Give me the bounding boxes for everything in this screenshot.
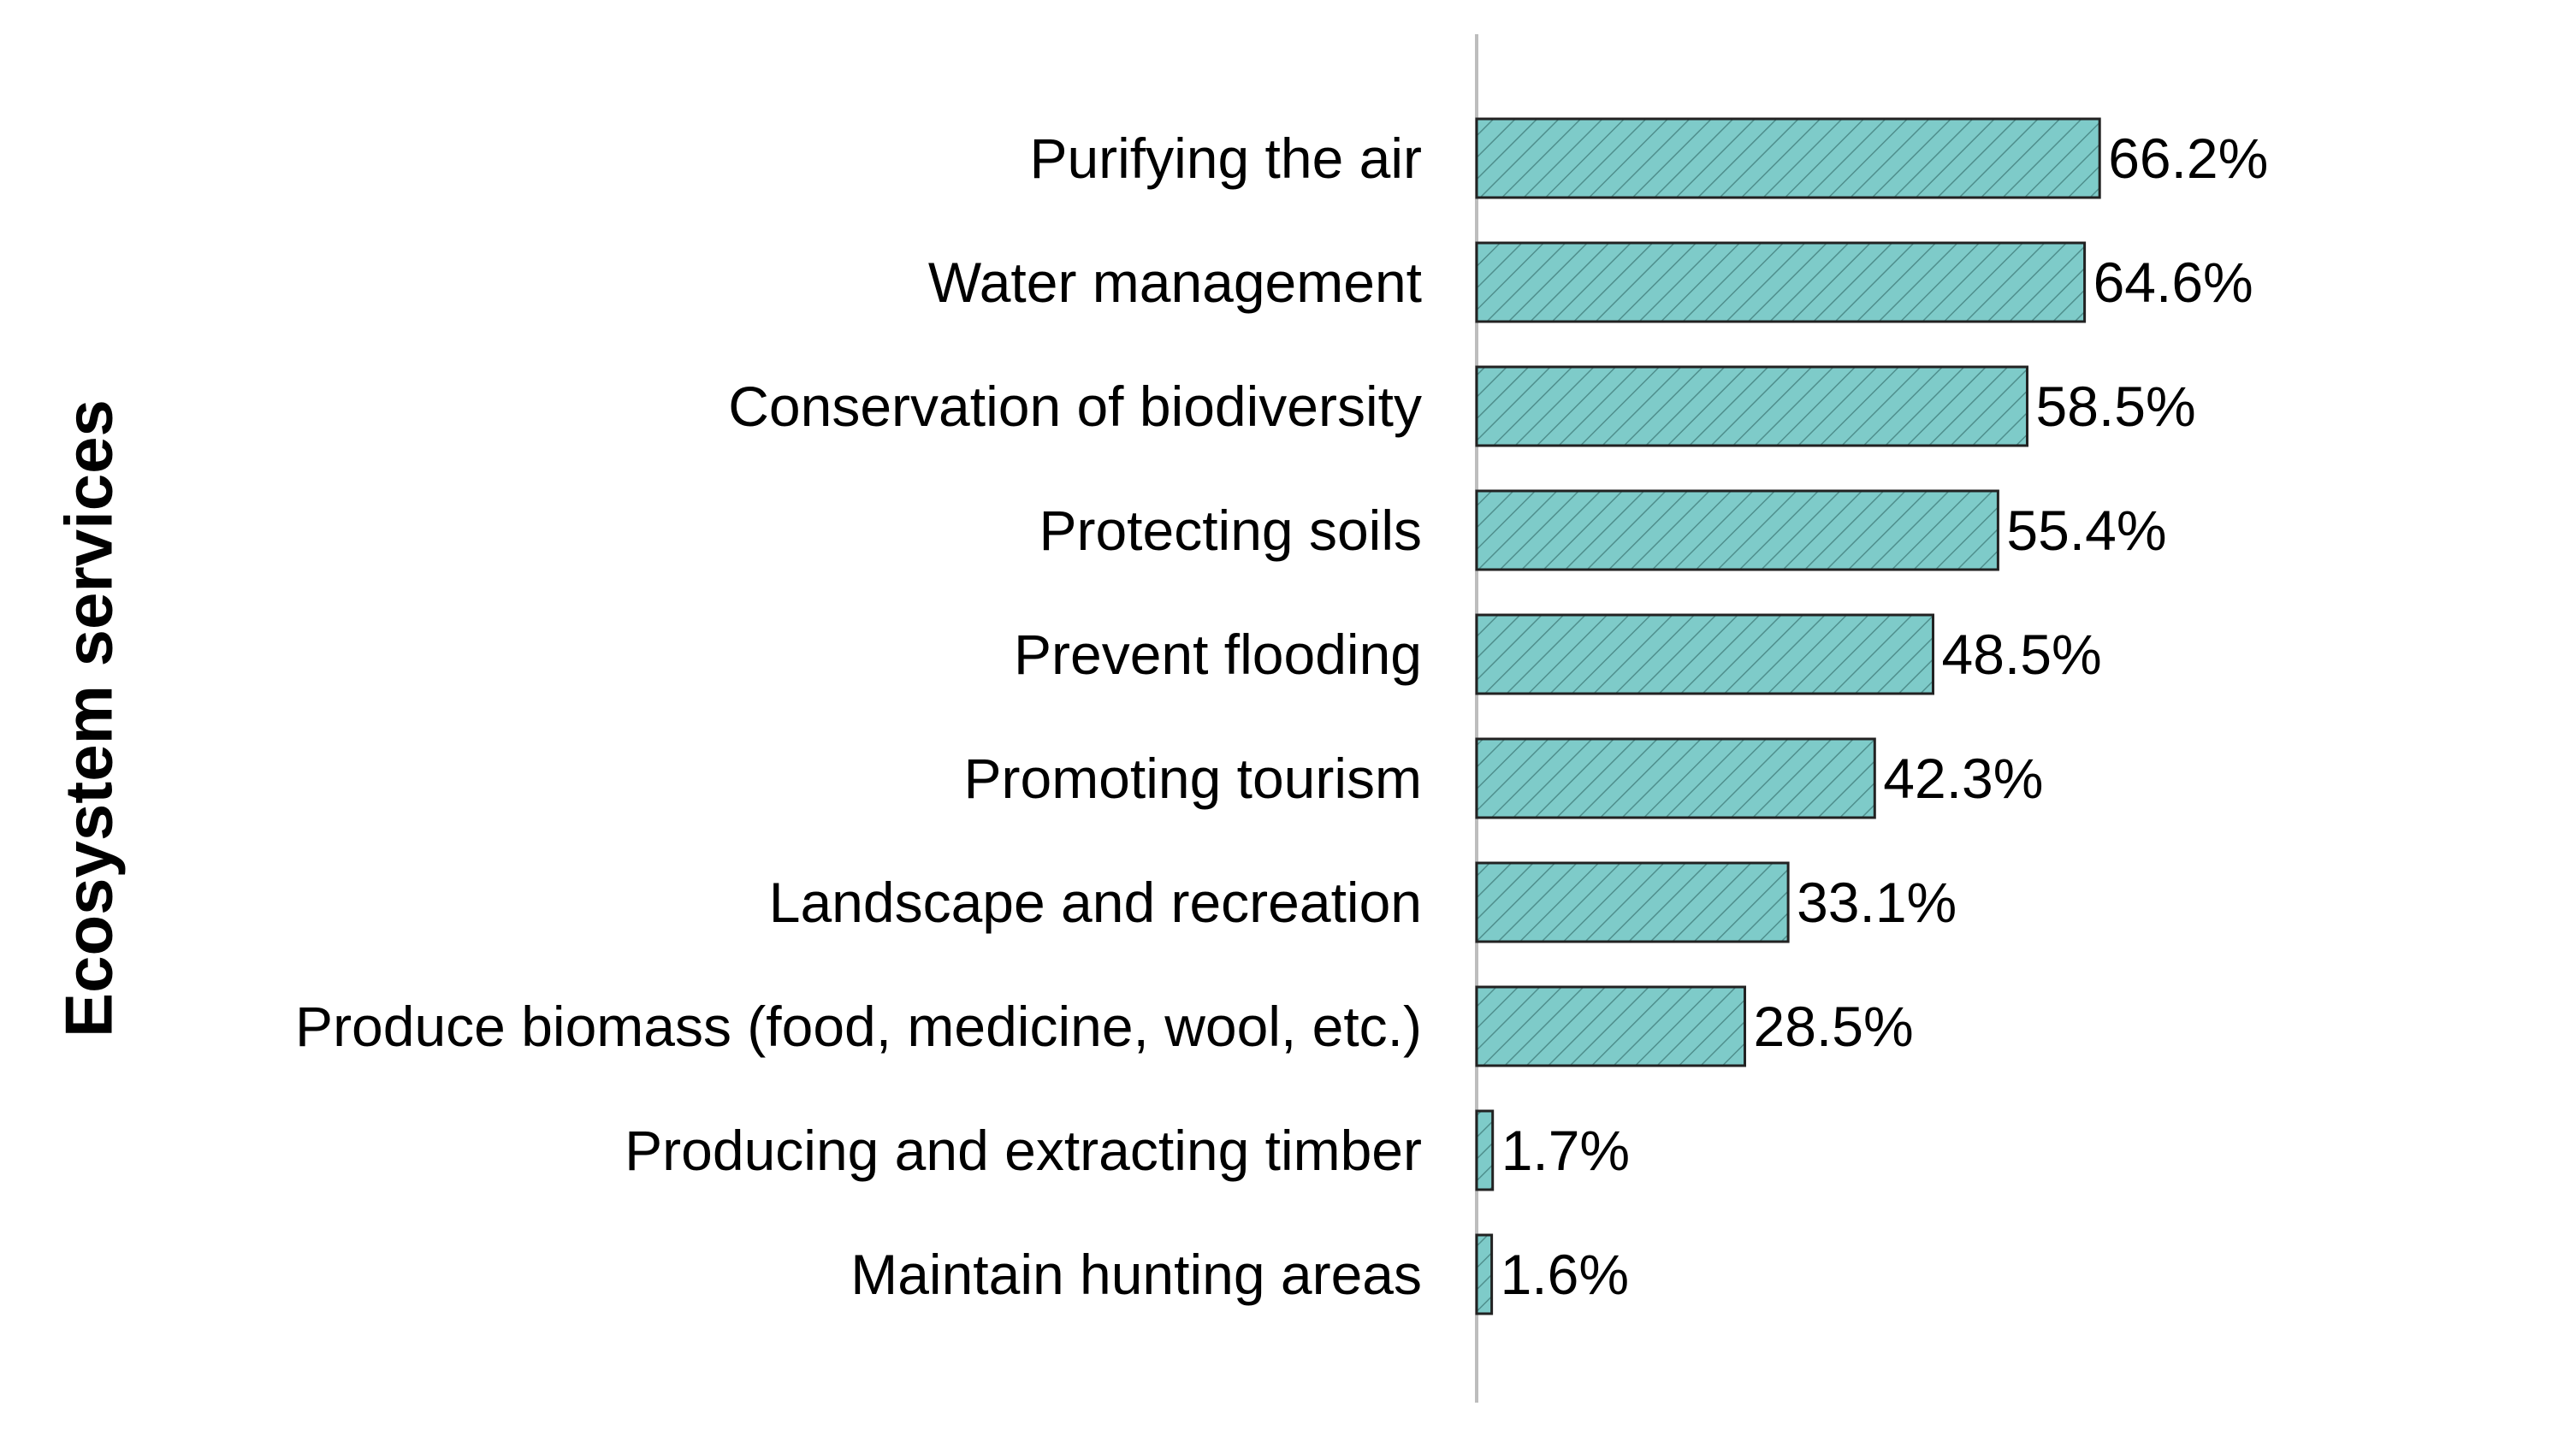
bar: [1475, 365, 2028, 447]
bar: [1475, 1233, 1494, 1315]
data-label: 66.2%: [2108, 127, 2268, 190]
bar: [1475, 1109, 1495, 1191]
bar: [1475, 861, 1790, 943]
data-label: 64.6%: [2093, 251, 2253, 314]
category-label: Landscape and recreation: [769, 871, 1422, 934]
category-label: Promoting tourism: [963, 747, 1422, 810]
category-label: Purifying the air: [1029, 127, 1422, 190]
bar: [1475, 117, 2101, 199]
bars-layer: Purifying the air 66.2% Water management 64…: [295, 117, 2268, 1315]
category-label: Protecting soils: [1039, 499, 1422, 562]
category-label: Producing and extracting timber: [625, 1119, 1422, 1182]
bar: [1475, 489, 1999, 571]
data-label: 1.6%: [1501, 1243, 1629, 1306]
data-label: 48.5%: [1942, 623, 2102, 686]
category-label: Produce biomass (food, medicine, wool, e…: [295, 995, 1422, 1058]
data-label: 58.5%: [2036, 375, 2196, 438]
data-label: 28.5%: [1754, 995, 1914, 1058]
category-label: Water management: [928, 251, 1422, 314]
bar: [1475, 737, 1876, 819]
data-label: 1.7%: [1501, 1119, 1630, 1182]
bar: [1475, 985, 1746, 1067]
y-axis-label: Ecosystem services: [51, 399, 127, 1037]
data-label: 33.1%: [1797, 871, 1957, 934]
category-label: Prevent flooding: [1014, 623, 1422, 686]
data-label: 42.3%: [1883, 747, 2043, 810]
bar: [1475, 241, 2087, 323]
category-label: Conservation of biodiversity: [728, 375, 1422, 438]
bar: [1475, 613, 1934, 695]
category-label: Maintain hunting areas: [850, 1243, 1422, 1306]
data-label: 55.4%: [2006, 499, 2166, 562]
